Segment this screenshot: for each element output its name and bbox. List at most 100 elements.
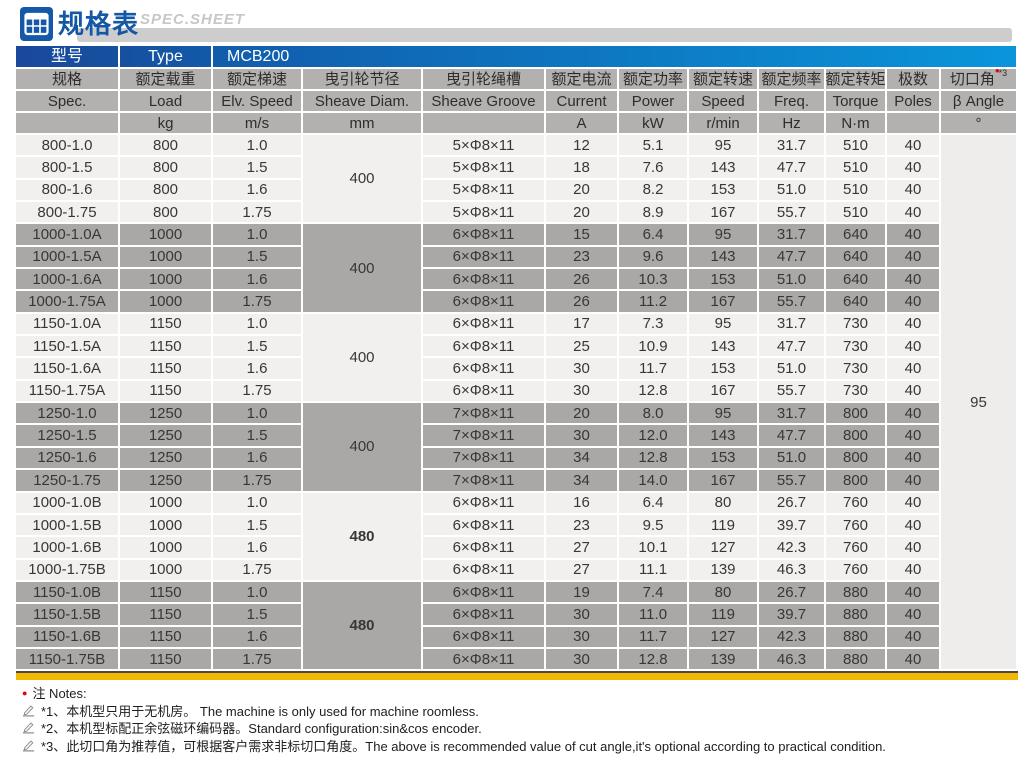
poles-cell: 40 bbox=[887, 648, 941, 672]
spec-cell: 1150-1.75A bbox=[16, 380, 120, 404]
elv-speed-cell: 1.75 bbox=[213, 202, 303, 225]
freq-cell: 55.7 bbox=[759, 470, 826, 493]
freq-cell: 47.7 bbox=[759, 425, 826, 448]
sheave-diam-merged-cell: 400 bbox=[303, 224, 423, 314]
spec-cell: 1150-1.5A bbox=[16, 336, 120, 359]
sheave-diam-merged-cell: 400 bbox=[303, 403, 423, 493]
load-cell: 1000 bbox=[120, 514, 213, 538]
power-cell: 11.1 bbox=[619, 559, 689, 582]
spec-cell: 1150-1.75B bbox=[16, 648, 120, 672]
note-text: *3、此切口角为推荐值，可根据客户需求非标切口角度。The above is r… bbox=[41, 738, 886, 754]
header-zh-poles: 极数 bbox=[887, 69, 941, 91]
spec-cell: 1000-1.0B bbox=[16, 492, 120, 515]
freq-cell: 26.7 bbox=[759, 492, 826, 515]
load-cell: 1000 bbox=[120, 224, 213, 247]
freq-cell: 46.3 bbox=[759, 648, 826, 672]
freq-cell: 47.7 bbox=[759, 157, 826, 180]
current-cell: 30 bbox=[546, 380, 619, 404]
table-bottom-accent-bar bbox=[16, 671, 1018, 680]
sheave-groove-cell: 6×Φ8×11 bbox=[423, 648, 546, 672]
current-cell: 30 bbox=[546, 425, 619, 448]
sheave-groove-cell: 6×Φ8×11 bbox=[423, 626, 546, 649]
pencil-icon bbox=[22, 722, 35, 734]
elv-speed-cell: 1.0 bbox=[213, 403, 303, 426]
elv-speed-cell: 1.5 bbox=[213, 336, 303, 359]
poles-cell: 40 bbox=[887, 581, 941, 605]
power-cell: 9.5 bbox=[619, 514, 689, 538]
poles-cell: 40 bbox=[887, 559, 941, 582]
elv-speed-cell: 1.0 bbox=[213, 581, 303, 605]
elv-speed-cell: 1.6 bbox=[213, 179, 303, 203]
current-cell: 20 bbox=[546, 403, 619, 426]
header-zh-torque: 额定转矩 bbox=[826, 69, 887, 91]
power-cell: 14.0 bbox=[619, 470, 689, 493]
current-cell: 30 bbox=[546, 648, 619, 672]
poles-cell: 40 bbox=[887, 447, 941, 471]
header-unit-speed-ms: m/s bbox=[213, 113, 303, 135]
freq-cell: 39.7 bbox=[759, 514, 826, 538]
torque-cell: 760 bbox=[826, 514, 887, 538]
power-cell: 10.3 bbox=[619, 269, 689, 292]
sheave-diam-merged-cell: 400 bbox=[303, 135, 423, 225]
header-en-beta: β Angle bbox=[941, 91, 1018, 113]
poles-cell: 40 bbox=[887, 157, 941, 180]
header-unit-load: kg bbox=[120, 113, 213, 135]
torque-cell: 730 bbox=[826, 358, 887, 381]
pencil-icon bbox=[22, 705, 35, 717]
poles-cell: 40 bbox=[887, 604, 941, 627]
torque-cell: 760 bbox=[826, 537, 887, 560]
load-cell: 800 bbox=[120, 135, 213, 158]
spec-cell: 1000-1.0A bbox=[16, 224, 120, 247]
poles-cell: 40 bbox=[887, 291, 941, 314]
load-cell: 1150 bbox=[120, 581, 213, 605]
sheave-groove-cell: 5×Φ8×11 bbox=[423, 179, 546, 203]
speed-rpm-cell: 95 bbox=[689, 403, 759, 426]
speed-rpm-cell: 95 bbox=[689, 224, 759, 247]
torque-cell: 800 bbox=[826, 403, 887, 426]
speed-rpm-cell: 153 bbox=[689, 358, 759, 381]
load-cell: 1150 bbox=[120, 380, 213, 404]
spec-cell: 1250-1.0 bbox=[16, 403, 120, 426]
header-en-spec: Spec. bbox=[16, 91, 120, 113]
speed-rpm-cell: 95 bbox=[689, 135, 759, 158]
speed-rpm-cell: 143 bbox=[689, 157, 759, 180]
torque-cell: 880 bbox=[826, 626, 887, 649]
header-en-freq: Freq. bbox=[759, 91, 826, 113]
current-cell: 26 bbox=[546, 291, 619, 314]
current-cell: 12 bbox=[546, 135, 619, 158]
spec-cell: 1000-1.5B bbox=[16, 514, 120, 538]
spec-cell: 800-1.75 bbox=[16, 202, 120, 225]
load-cell: 1150 bbox=[120, 336, 213, 359]
poles-cell: 40 bbox=[887, 492, 941, 515]
freq-cell: 31.7 bbox=[759, 403, 826, 426]
torque-cell: 640 bbox=[826, 246, 887, 270]
current-cell: 34 bbox=[546, 447, 619, 471]
elv-speed-cell: 1.5 bbox=[213, 425, 303, 448]
torque-cell: 510 bbox=[826, 157, 887, 180]
power-cell: 11.2 bbox=[619, 291, 689, 314]
elv-speed-cell: 1.6 bbox=[213, 358, 303, 381]
sheave-groove-cell: 6×Φ8×11 bbox=[423, 559, 546, 582]
sheave-groove-cell: 6×Φ8×11 bbox=[423, 224, 546, 247]
speed-rpm-cell: 167 bbox=[689, 470, 759, 493]
elv-speed-cell: 1.0 bbox=[213, 135, 303, 158]
poles-cell: 40 bbox=[887, 202, 941, 225]
power-cell: 12.8 bbox=[619, 447, 689, 471]
model-label-zh-cell: 型号 bbox=[16, 46, 120, 69]
freq-cell: 55.7 bbox=[759, 380, 826, 404]
sheave-groove-cell: 6×Φ8×11 bbox=[423, 246, 546, 270]
load-cell: 1250 bbox=[120, 447, 213, 471]
header-en-torque: Torque bbox=[826, 91, 887, 113]
sheave-groove-cell: 6×Φ8×11 bbox=[423, 380, 546, 404]
header-unit-speed-rpm: r/min bbox=[689, 113, 759, 135]
load-cell: 1150 bbox=[120, 604, 213, 627]
spec-cell: 1150-1.0B bbox=[16, 581, 120, 605]
red-bullet-icon: ● bbox=[22, 687, 28, 698]
elv-speed-cell: 1.5 bbox=[213, 604, 303, 627]
page-subtitle: SPEC.SHEET bbox=[140, 11, 246, 28]
notes-heading-line: ● 注 Notes: bbox=[22, 684, 886, 702]
power-cell: 7.3 bbox=[619, 313, 689, 337]
sheave-groove-cell: 6×Φ8×11 bbox=[423, 581, 546, 605]
spec-cell: 800-1.5 bbox=[16, 157, 120, 180]
